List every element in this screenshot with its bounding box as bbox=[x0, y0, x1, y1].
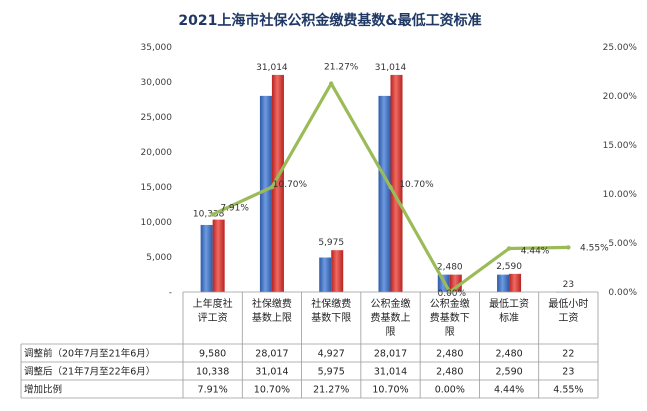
bar-after bbox=[331, 250, 344, 292]
line-data-label: 4.44% bbox=[521, 246, 550, 256]
chart-title: 2021上海市社保公积金缴费基数&最低工资标准 bbox=[178, 12, 481, 29]
table-cell: 2,480 bbox=[436, 349, 463, 360]
category-label: 上年度社 bbox=[193, 297, 233, 310]
bar-before bbox=[378, 95, 391, 292]
table-cell: 2,480 bbox=[436, 367, 463, 378]
table-row-head: 增加比例 bbox=[24, 384, 62, 396]
y-right-tick-label: 0.00% bbox=[608, 288, 637, 298]
category-label: 基数下限 bbox=[311, 311, 351, 324]
bar-after bbox=[212, 219, 225, 292]
line-data-label: 10.70% bbox=[273, 180, 308, 190]
bar-after bbox=[449, 274, 462, 292]
y-left-tick-label: - bbox=[169, 288, 172, 298]
y-right-tick-label: 15.00% bbox=[603, 141, 638, 151]
y-left-tick-label: 15,000 bbox=[141, 183, 173, 193]
bar-data-label: 31,014 bbox=[256, 63, 288, 73]
line-data-label: 7.91% bbox=[220, 203, 249, 213]
table-cell: 4.55% bbox=[553, 385, 583, 396]
category-label: 基数上限 bbox=[252, 311, 292, 324]
table-cell: 31,014 bbox=[374, 367, 407, 378]
bar-data-label: 2,480 bbox=[437, 263, 463, 273]
line-data-label: 4.55% bbox=[580, 243, 609, 253]
line-data-label: 21.27% bbox=[324, 63, 359, 73]
table-cell: 31,014 bbox=[255, 367, 288, 378]
table-cell: 5,975 bbox=[318, 367, 345, 378]
category-label: 社保缴费 bbox=[311, 297, 351, 310]
table-cell: 9,580 bbox=[199, 349, 226, 360]
category-label: 公积金缴 bbox=[371, 297, 411, 310]
category-label: 费基数上 bbox=[371, 311, 411, 324]
y-left-tick-label: 25,000 bbox=[141, 113, 173, 123]
category-label: 工资 bbox=[558, 312, 578, 324]
bar-data-label: 31,014 bbox=[375, 63, 407, 73]
table-cell: 0.00% bbox=[435, 385, 465, 396]
table-cell: 4,927 bbox=[318, 349, 345, 360]
category-label: 限 bbox=[386, 326, 396, 338]
line-point bbox=[388, 184, 393, 190]
table-cell: 2,480 bbox=[495, 349, 522, 360]
bar-data-label: 2,590 bbox=[496, 262, 522, 272]
line-point bbox=[269, 184, 275, 190]
bar-after bbox=[390, 74, 403, 292]
bar-after bbox=[271, 74, 284, 292]
y-left-tick-label: 35,000 bbox=[141, 43, 173, 53]
category-label: 标准 bbox=[499, 312, 519, 324]
bar-data-label: 10,338 bbox=[193, 210, 225, 220]
category-label: 公积金缴 bbox=[430, 297, 470, 310]
table-cell: 21.27% bbox=[313, 385, 349, 396]
y-left-tick-label: 20,000 bbox=[141, 148, 173, 158]
table-cell: 28,017 bbox=[374, 349, 407, 360]
line-point bbox=[329, 81, 334, 86]
bar-before bbox=[497, 274, 510, 292]
bar-before bbox=[259, 95, 272, 292]
line-data-label: 0.00% bbox=[437, 289, 466, 299]
bar-before bbox=[319, 257, 332, 292]
table-cell: 10,338 bbox=[196, 367, 229, 378]
category-label: 费基数下 bbox=[430, 311, 470, 324]
table-cell: 28,017 bbox=[255, 349, 288, 360]
table-cell: 22 bbox=[562, 349, 574, 360]
y-left-tick-label: 5,000 bbox=[146, 253, 172, 263]
bar-data-label: 23 bbox=[563, 280, 574, 290]
y-right-tick-label: 25.00% bbox=[603, 43, 638, 53]
bar-before bbox=[200, 224, 213, 292]
table-cell: 23 bbox=[562, 367, 574, 378]
table-row-head: 调整后（21年7月至22年6月） bbox=[24, 366, 155, 378]
category-label: 评工资 bbox=[198, 312, 228, 324]
y-left-tick-label: 10,000 bbox=[141, 218, 173, 228]
category-label: 社保缴费 bbox=[252, 297, 292, 310]
line-data-label: 10.70% bbox=[399, 180, 434, 190]
line-point bbox=[506, 246, 512, 251]
category-label: 限 bbox=[445, 326, 455, 338]
table-cell: 7.91% bbox=[198, 385, 228, 396]
y-left-tick-label: 30,000 bbox=[141, 78, 173, 88]
table-cell: 10.70% bbox=[372, 385, 408, 396]
category-label: 最低小时 bbox=[548, 297, 588, 310]
table-cell: 2,590 bbox=[495, 367, 522, 378]
bar-after bbox=[509, 273, 522, 292]
line-point bbox=[210, 212, 215, 217]
table-cell: 4.44% bbox=[494, 385, 524, 396]
bar-data-label: 5,975 bbox=[318, 238, 344, 248]
category-label: 最低工资 bbox=[489, 297, 529, 310]
table-cell: 10.70% bbox=[254, 385, 290, 396]
y-right-tick-label: 5.00% bbox=[608, 239, 637, 249]
line-point bbox=[566, 245, 571, 250]
y-right-tick-label: 20.00% bbox=[603, 92, 638, 102]
y-right-tick-label: 10.00% bbox=[603, 190, 638, 200]
table-row-head: 调整前（20年7月至21年6月） bbox=[24, 348, 155, 360]
